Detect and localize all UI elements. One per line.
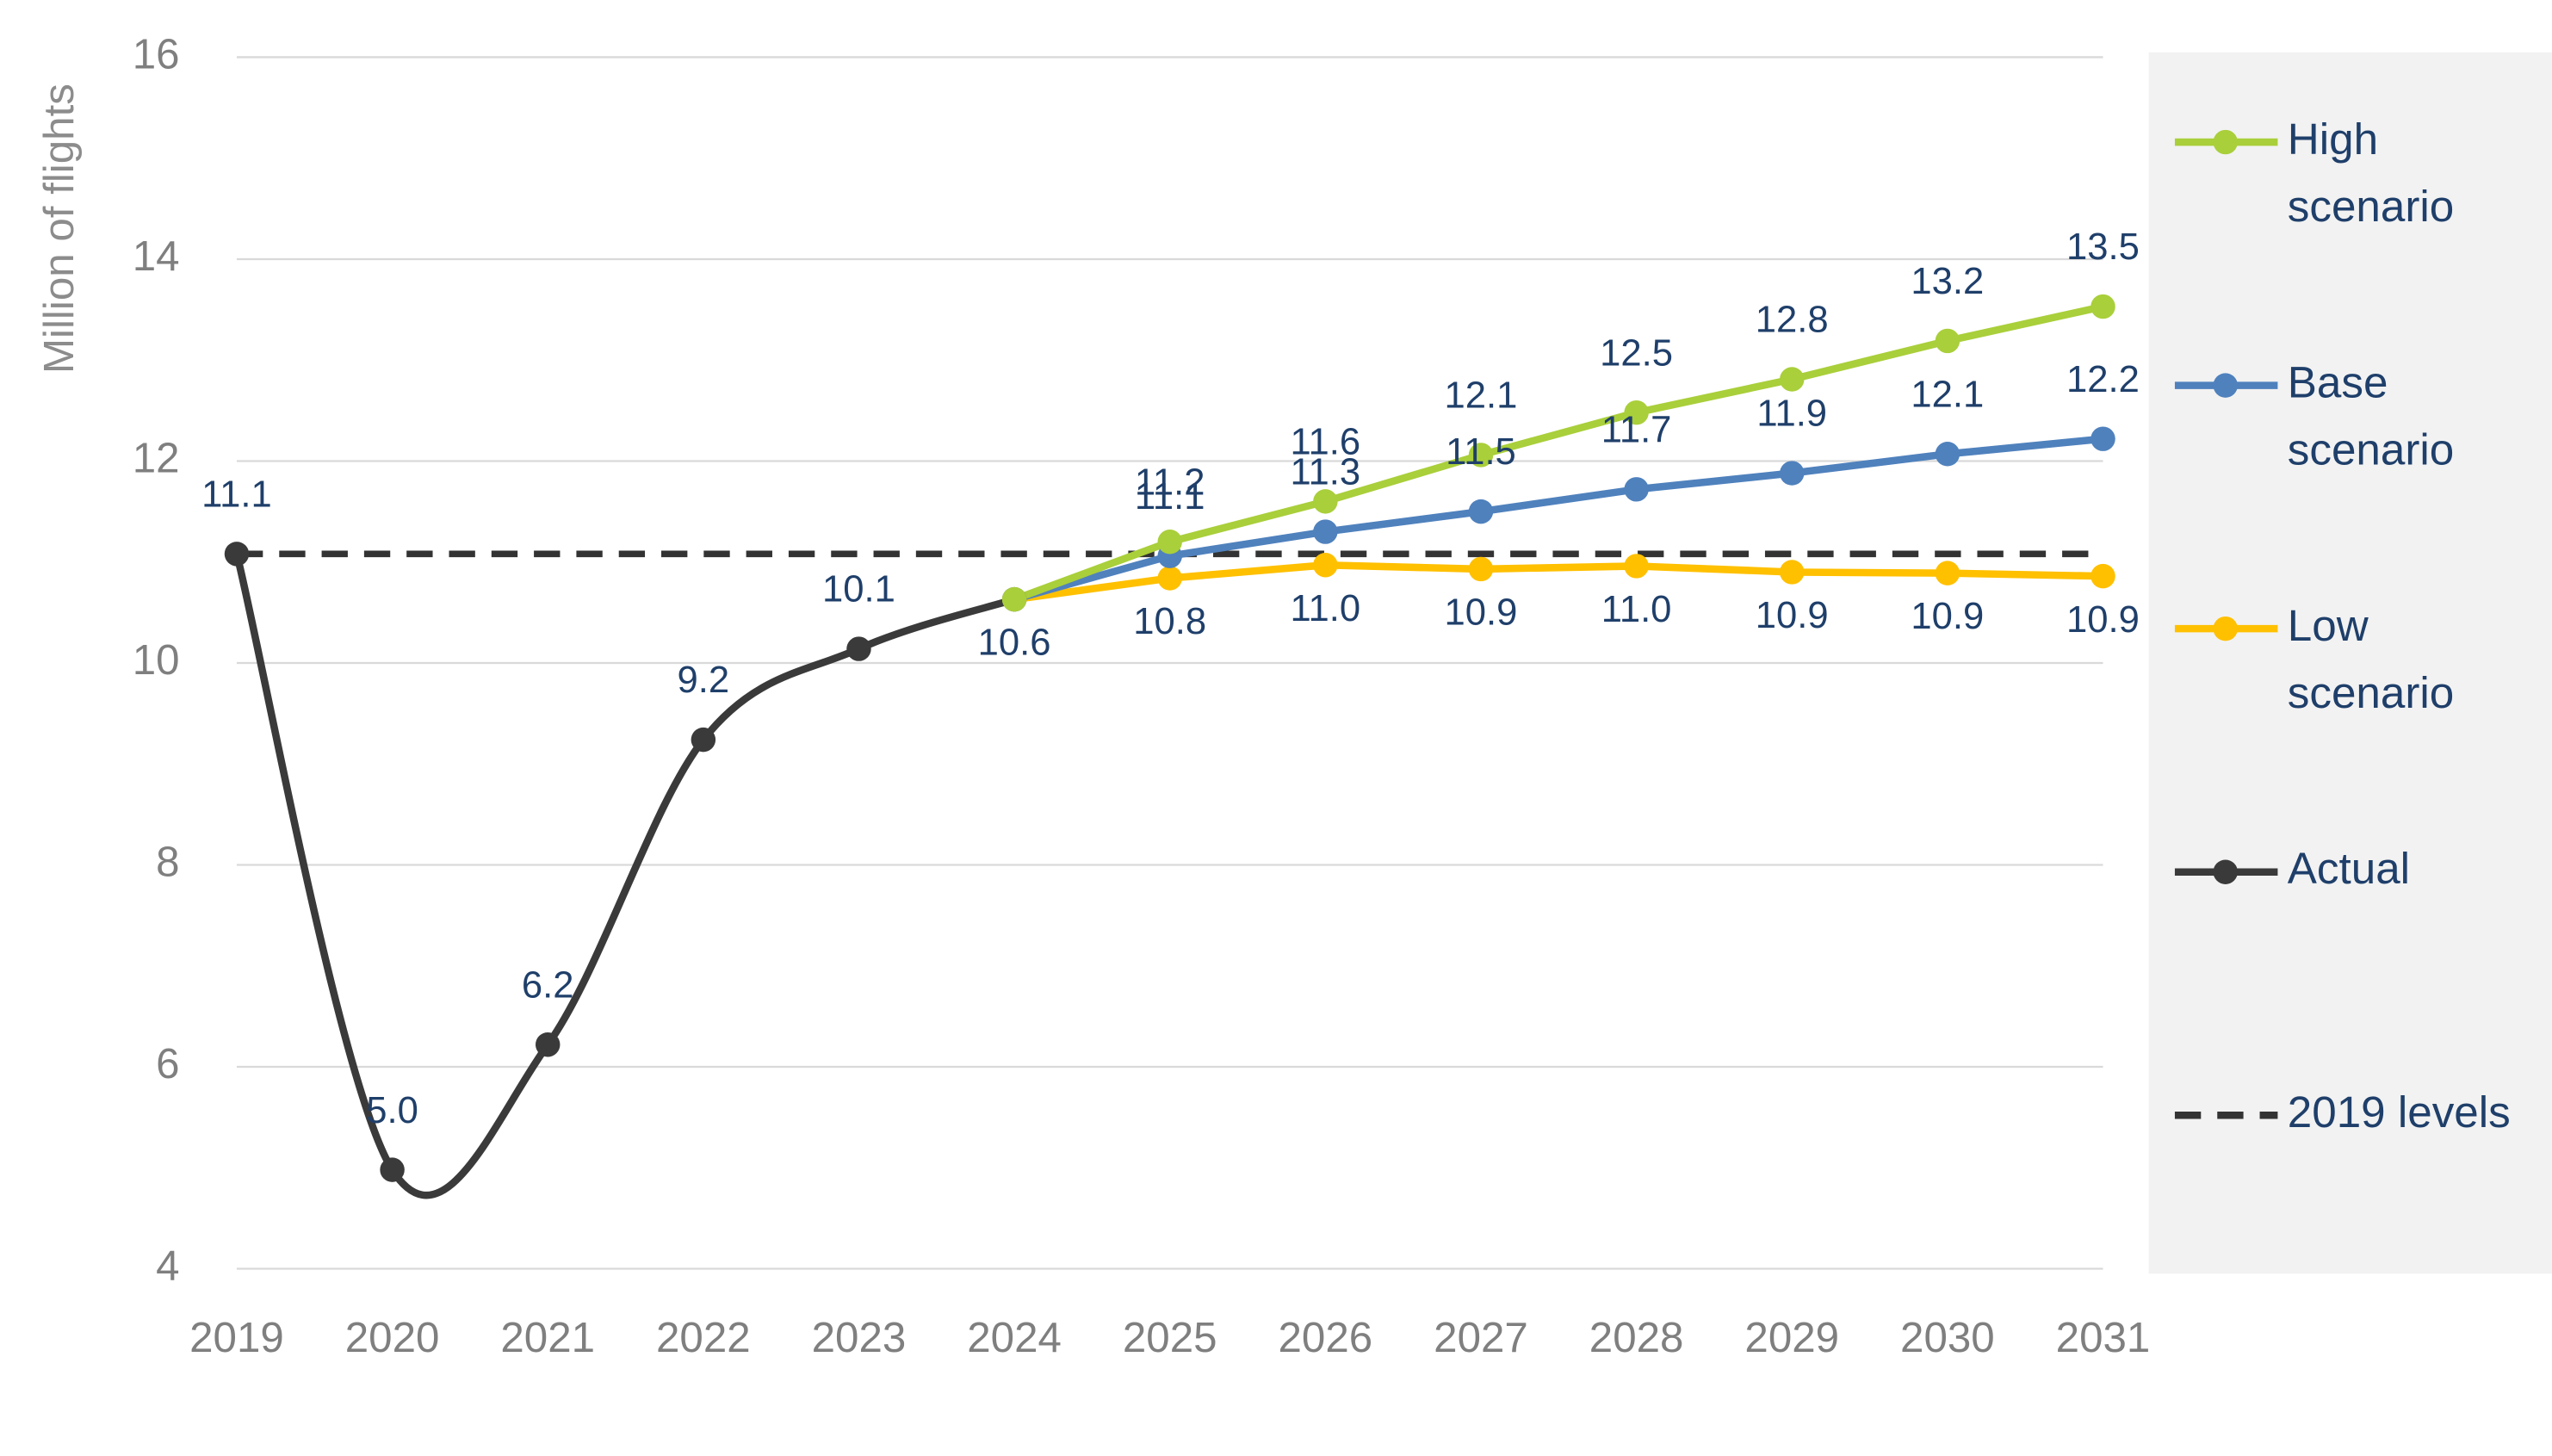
legend-marker [2213, 616, 2238, 641]
data-point [1935, 442, 1960, 467]
legend-label-line: scenario [2288, 181, 2454, 230]
data-point [1935, 561, 1960, 585]
data-label: 11.2 [1135, 462, 1205, 503]
data-point [846, 636, 871, 661]
legend-marker [2213, 859, 2238, 884]
y-tick-label: 12 [133, 434, 180, 481]
data-label: 12.1 [1911, 374, 1984, 415]
series-line [232, 553, 1016, 1199]
x-tick-label: 2023 [812, 1314, 907, 1361]
data-label: 11.9 [1756, 393, 1827, 435]
data-point [1780, 367, 1805, 392]
x-tick-label: 2026 [1279, 1314, 1373, 1361]
x-tick-label: 2024 [967, 1314, 1062, 1361]
data-point [1468, 443, 1494, 468]
data-point [1468, 556, 1494, 582]
y-tick-label: 16 [133, 30, 180, 77]
legend-label-line: scenario [2288, 424, 2454, 474]
x-tick-label: 2029 [1744, 1314, 1839, 1361]
data-point [1313, 519, 1338, 544]
data-point [224, 542, 250, 567]
data-label: 11.1 [201, 474, 272, 515]
data-label: 11.0 [1601, 589, 1672, 630]
legend-background [2148, 52, 2552, 1274]
x-tick-label: 2022 [656, 1314, 751, 1361]
data-point [1468, 499, 1494, 524]
data-label: 9.2 [678, 660, 730, 701]
data-label: 12.8 [1756, 300, 1829, 341]
legend-label-line: Base [2288, 357, 2400, 406]
y-tick-label: 10 [133, 636, 180, 684]
legend-label: High scenario [2288, 115, 2454, 231]
x-tick-label: 2020 [345, 1314, 440, 1361]
x-tick-label: 2025 [1123, 1314, 1217, 1361]
data-label: 10.9 [1445, 592, 1518, 634]
legend-marker [2213, 373, 2238, 398]
y-tick-label: 14 [133, 232, 180, 280]
x-tick-label: 2019 [189, 1314, 284, 1361]
data-label: 11.5 [1446, 431, 1516, 473]
data-point [1624, 400, 1649, 425]
data-label: 10.1 [822, 569, 895, 610]
data-point [1780, 560, 1805, 585]
data-label: 11.1 [1135, 476, 1205, 517]
series-line [1013, 435, 2103, 604]
x-tick-label: 2027 [1434, 1314, 1528, 1361]
data-label: 10.6 [978, 623, 1051, 664]
legend-label-line: Low [2288, 601, 2381, 650]
data-point [1624, 477, 1649, 502]
legend-label: Base scenario [2288, 357, 2454, 474]
x-tick-label: 2030 [1900, 1314, 1995, 1361]
data-point [536, 1032, 561, 1057]
data-point [1313, 489, 1338, 514]
data-label: 11.3 [1291, 452, 1361, 493]
data-point [2091, 426, 2115, 451]
data-label: 10.9 [1756, 595, 1829, 636]
x-tick-label: 2028 [1589, 1314, 1684, 1361]
legend-label: Actual [2288, 844, 2410, 893]
data-point [2091, 563, 2115, 589]
series-line [1013, 302, 2104, 604]
data-point [1157, 566, 1182, 591]
x-tick-label: 2021 [500, 1314, 595, 1361]
y-tick-label: 6 [156, 1040, 179, 1087]
data-label: 12.5 [1600, 332, 1673, 374]
data-label: 13.2 [1911, 261, 1984, 302]
y-tick-label: 4 [156, 1242, 179, 1290]
data-point [1624, 554, 1649, 579]
series-line [1013, 561, 2103, 604]
x-tick-label: 2031 [2056, 1314, 2151, 1361]
data-label: 13.5 [2066, 226, 2140, 268]
data-point [691, 727, 716, 753]
y-tick-label: 8 [156, 839, 179, 886]
data-label: 11.6 [1291, 422, 1361, 463]
data-label: 12.1 [1445, 375, 1518, 417]
data-label: 10.9 [1911, 596, 1984, 637]
data-point [1313, 553, 1338, 578]
legend-label-line: High [2288, 115, 2391, 164]
data-label: 10.8 [1133, 601, 1206, 642]
data-label: 11.0 [1291, 588, 1361, 629]
data-point [1780, 461, 1805, 486]
data-point [1001, 586, 1027, 612]
data-label: 6.2 [522, 964, 574, 1006]
data-label: 11.7 [1601, 409, 1672, 450]
data-point [2091, 294, 2115, 319]
data-point [1157, 530, 1182, 555]
data-label: 5.0 [366, 1090, 418, 1131]
legend-label-line: scenario [2288, 667, 2454, 716]
y-axis-label: Million of flights [35, 84, 83, 374]
legend-label: 2019 levels [2288, 1087, 2511, 1137]
legend-marker [2213, 129, 2238, 155]
data-label: 12.2 [2066, 359, 2140, 400]
legend-label: Low scenario [2288, 601, 2454, 717]
data-label: 10.9 [2066, 599, 2140, 641]
data-point [380, 1157, 405, 1182]
data-point [1935, 328, 1960, 354]
